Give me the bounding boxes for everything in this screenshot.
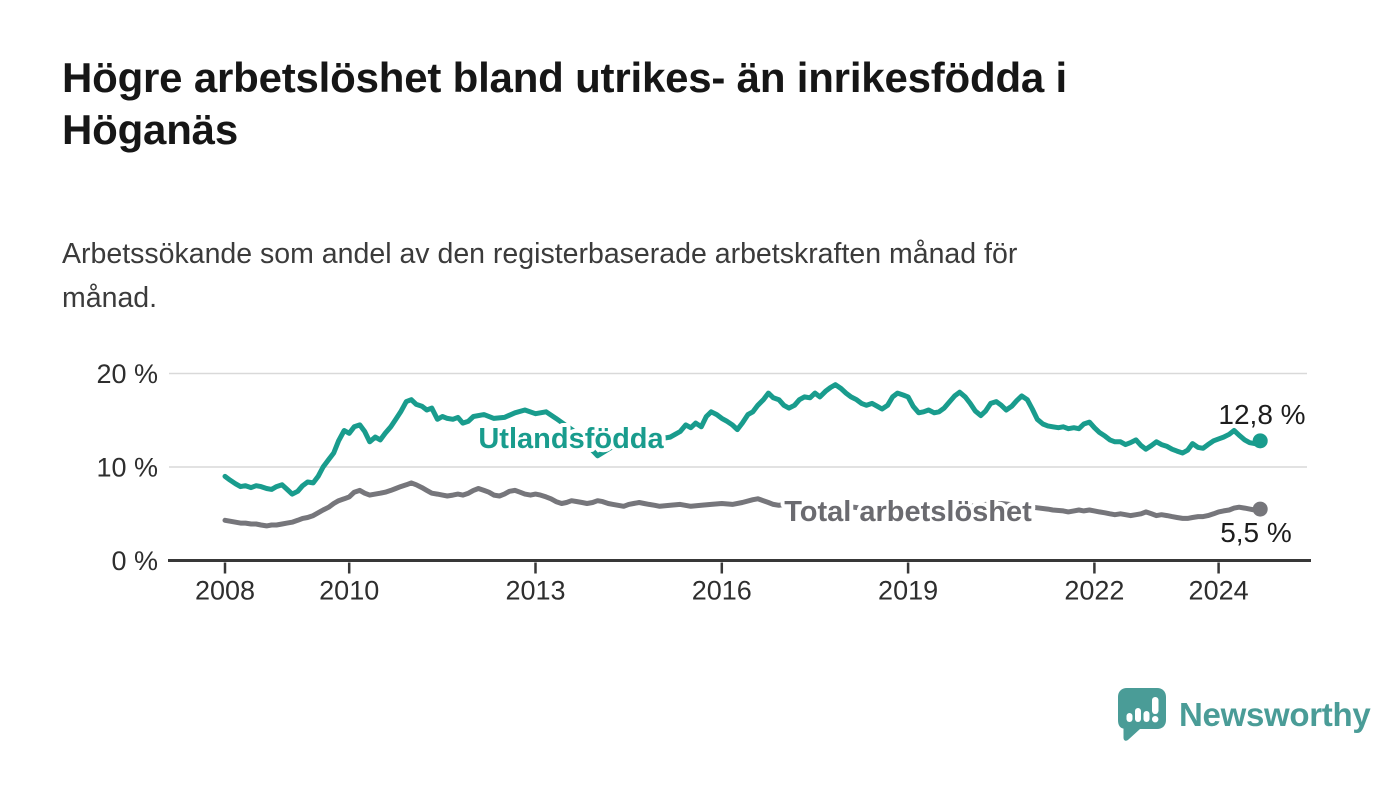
chart-subtitle-line-2: månad.: [62, 282, 158, 314]
newsworthy-logo: Newsworthy: [1116, 686, 1371, 743]
chart-subtitle: Arbetssökande som andel av den registerb…: [62, 232, 1282, 320]
y-tick-label-10: 10 %: [96, 453, 158, 483]
series-line-utlandsfodda: [222, 382, 1263, 497]
chart-subtitle-line-1: Arbetssökande som andel av den registerb…: [62, 238, 1018, 270]
page-title-line-2: Höganäs: [62, 106, 238, 153]
x-tick-label-2013: 2013: [505, 576, 565, 606]
series-end-dot-total: [1252, 501, 1268, 517]
y-tick-label-20: 20 %: [96, 359, 158, 389]
series-label-total: Total arbetslöshet: [784, 496, 1032, 528]
newsworthy-logo-text: Newsworthy: [1179, 695, 1371, 733]
series-end-value-utlandsfodda: 12,8 %: [1218, 399, 1305, 430]
x-tick-label-2024: 2024: [1189, 576, 1249, 606]
y-tick-label-0: 0 %: [111, 546, 158, 576]
logo-exclamation-bar: [1152, 697, 1159, 714]
x-tick-label-2022: 2022: [1064, 576, 1124, 606]
page-title-line-1: Högre arbetslöshet bland utrikes- än inr…: [62, 54, 1068, 101]
x-tick-label-2019: 2019: [878, 576, 938, 606]
series-label-utlandsfodda: Utlandsfödda: [478, 423, 664, 455]
logo-bar-2: [1135, 708, 1141, 722]
newsworthy-logo-icon: [1118, 688, 1166, 741]
series-line-total: [222, 480, 1263, 529]
page-title: Högre arbetslöshet bland utrikes- än inr…: [62, 52, 1352, 156]
logo-exclamation-dot: [1152, 716, 1159, 723]
logo-bar-3: [1143, 711, 1150, 722]
logo-bar-1: [1126, 713, 1133, 722]
x-tick-label-2016: 2016: [692, 576, 752, 606]
x-tick-label-2010: 2010: [319, 576, 379, 606]
series-end-value-total: 5,5 %: [1220, 517, 1292, 548]
x-tick-label-2008: 2008: [195, 576, 255, 606]
series-end-dot-utlandsfodda: [1252, 433, 1268, 449]
